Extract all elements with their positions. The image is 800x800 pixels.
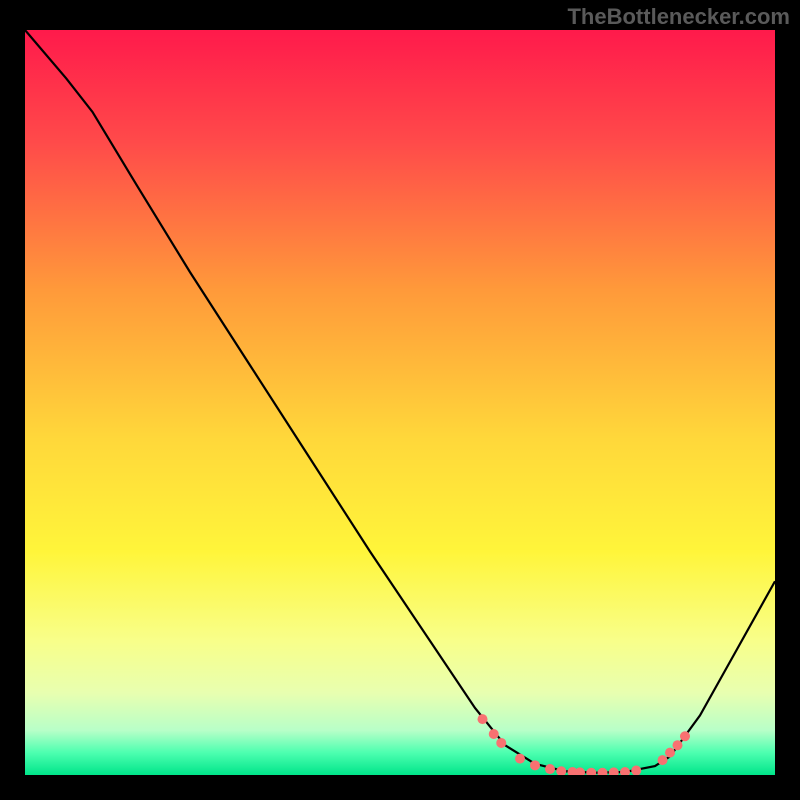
marker-dot — [489, 729, 499, 739]
marker-dot — [631, 766, 641, 775]
marker-dot — [620, 767, 630, 775]
plot-area — [25, 30, 775, 775]
marker-dot — [477, 714, 487, 724]
marker-layer — [25, 30, 775, 775]
marker-dot — [530, 760, 540, 770]
marker-dot — [657, 755, 667, 765]
chart-container: TheBottlenecker.com — [0, 0, 800, 800]
marker-dot — [515, 754, 525, 764]
marker-dot — [665, 748, 675, 758]
marker-dot — [680, 731, 690, 741]
marker-dot — [609, 767, 619, 775]
marker-dot — [545, 764, 555, 774]
marker-dot — [586, 768, 596, 775]
watermark-text: TheBottlenecker.com — [567, 4, 790, 30]
marker-dot — [556, 766, 566, 775]
marker-dot — [672, 740, 682, 750]
marker-dot — [575, 767, 585, 775]
marker-dot — [496, 738, 506, 748]
markers-group — [477, 714, 690, 775]
marker-dot — [597, 768, 607, 775]
